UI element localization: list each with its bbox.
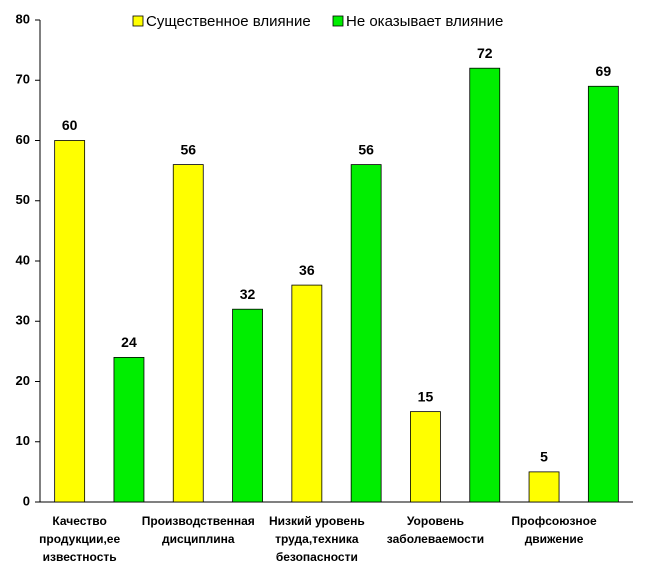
value-label: 72	[477, 45, 493, 61]
bar	[232, 308, 263, 503]
bar	[469, 67, 501, 503]
bar	[54, 140, 86, 503]
x-tick-label: дисциплина	[162, 532, 235, 546]
value-label: 56	[180, 141, 196, 157]
legend-label: Существенное влияние	[146, 13, 311, 30]
x-tick-label: продукции,ее	[39, 532, 120, 546]
bar	[291, 284, 323, 503]
x-tick-label: Качество	[52, 514, 106, 528]
y-tick-label: 20	[16, 373, 30, 388]
bar	[350, 164, 382, 503]
value-label: 36	[299, 262, 315, 278]
x-tick-label: заболеваемости	[387, 532, 484, 546]
value-label: 5	[540, 449, 548, 465]
value-label: 24	[121, 334, 137, 350]
x-tick-label: Низкий уровень	[269, 514, 365, 528]
bar	[172, 164, 204, 503]
y-tick-label: 0	[23, 493, 30, 508]
value-label: 32	[240, 286, 256, 302]
y-tick-label: 50	[16, 192, 30, 207]
x-tick-label: труда,техника	[275, 532, 359, 546]
y-tick-label: 80	[16, 11, 30, 26]
value-label: 56	[358, 141, 374, 157]
x-tick-label: безопасности	[276, 550, 358, 564]
legend-swatch	[332, 15, 344, 27]
value-label: 69	[596, 63, 612, 79]
value-label: 60	[62, 117, 78, 133]
y-tick-label: 40	[16, 252, 30, 267]
x-tick-label: движение	[525, 532, 584, 546]
y-tick-label: 60	[16, 132, 30, 147]
legend-label: Не оказывает влияние	[346, 13, 503, 30]
bar	[528, 471, 560, 503]
legend-swatch	[132, 15, 144, 27]
y-tick-label: 70	[16, 72, 30, 87]
value-label: 15	[418, 388, 434, 404]
x-tick-label: Производственная	[142, 514, 255, 528]
y-tick-label: 30	[16, 313, 30, 328]
bar	[410, 411, 441, 503]
y-tick-label: 10	[16, 433, 30, 448]
x-tick-label: известность	[43, 550, 117, 564]
x-tick-label: Уоровень	[407, 514, 464, 528]
x-tick-label: Профсоюзное	[511, 514, 597, 528]
bar	[113, 356, 145, 503]
bar	[587, 85, 619, 503]
